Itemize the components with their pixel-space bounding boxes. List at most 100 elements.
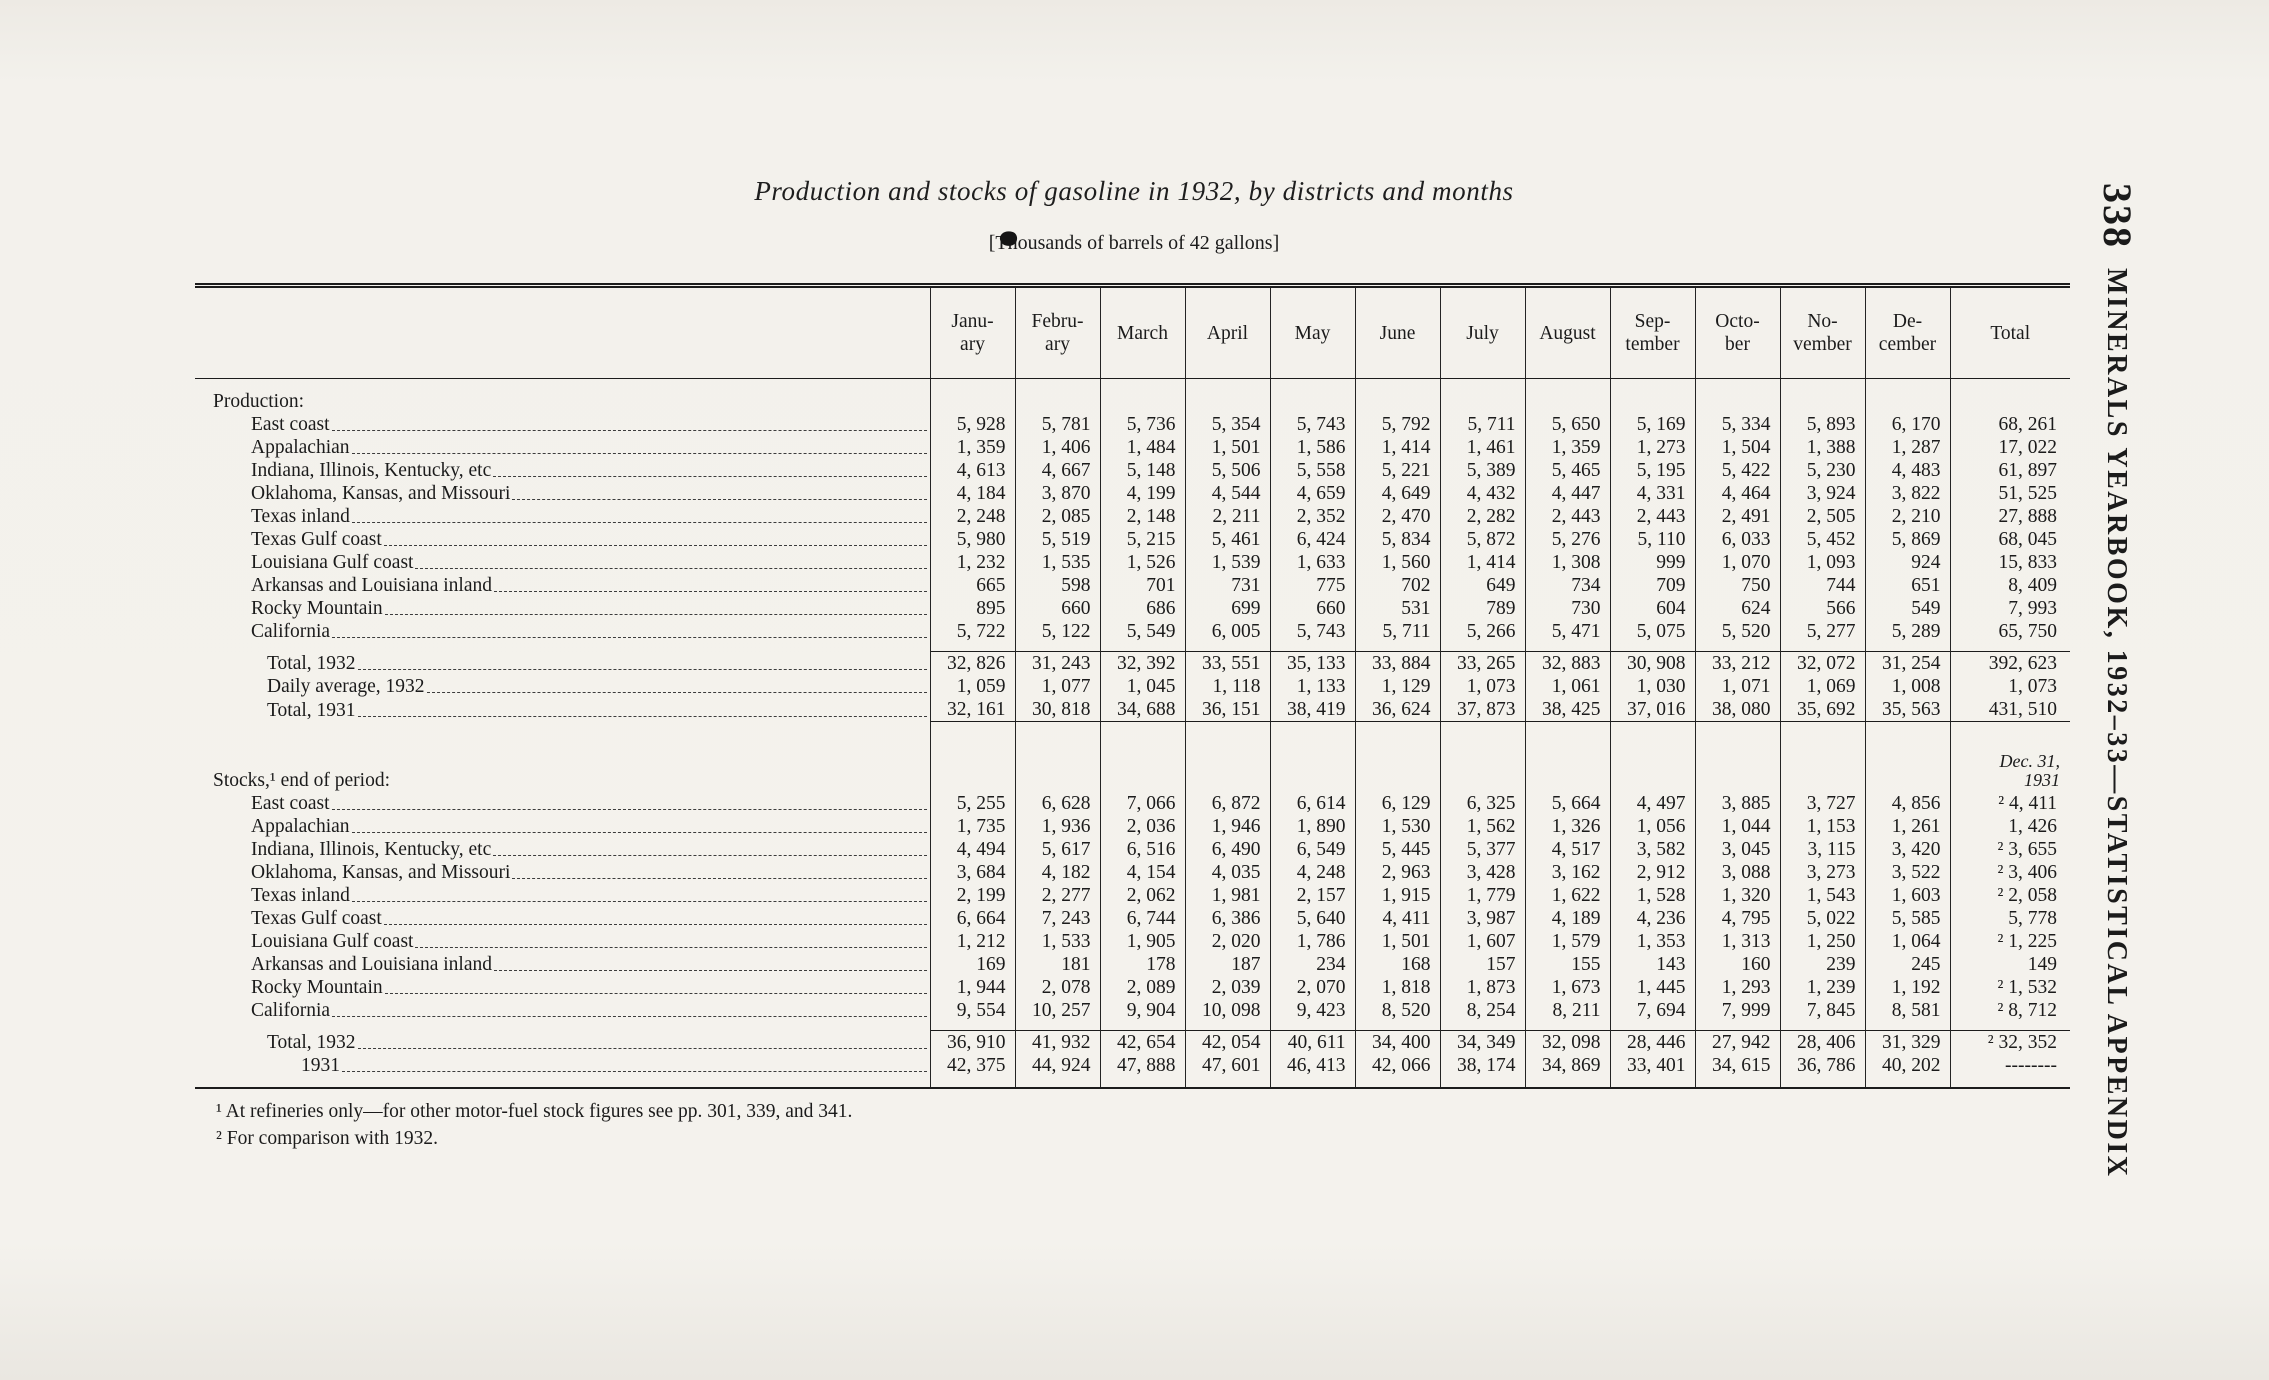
value-cell: 5, 980	[929, 528, 1015, 551]
empty-cell	[929, 378, 1015, 387]
value-cell: 789	[1439, 597, 1525, 620]
dash-leader	[512, 878, 927, 879]
value-cell: 1, 944	[929, 976, 1015, 999]
value-cell: 5, 520	[1694, 620, 1780, 643]
value-cell: 5, 122	[1014, 620, 1100, 643]
column-header: Sep- tember	[1609, 283, 1695, 379]
empty-cell	[1779, 1022, 1865, 1031]
value-cell: 6, 325	[1439, 792, 1525, 815]
row-label-text: Total, 1932	[267, 1032, 356, 1053]
table-row: Texas inland 2, 248 2, 085 2, 148 2, 211 2, 3…	[195, 505, 2070, 528]
row-label: Louisiana Gulf coast	[195, 930, 930, 953]
value-cell: 47, 601	[1184, 1054, 1270, 1077]
row-label	[195, 722, 930, 743]
row-label: Production:	[195, 387, 930, 413]
value-cell: 1, 239	[1779, 976, 1865, 999]
row-label-text: California	[251, 621, 331, 642]
value-cell: 5, 277	[1779, 620, 1865, 643]
total-row: Daily average, 1932 1, 059 1, 077 1, 045 1, …	[195, 675, 2070, 698]
value-cell: 5, 711	[1439, 413, 1525, 436]
row-label	[195, 1022, 930, 1031]
value-cell: 6, 129	[1354, 792, 1440, 815]
table-row	[195, 643, 2070, 652]
empty-cell	[1184, 721, 1270, 742]
value-cell: 5, 389	[1439, 459, 1525, 482]
row-label-text: Louisiana Gulf coast	[251, 552, 414, 573]
dash-leader	[415, 947, 927, 948]
value-cell: 51, 525	[1949, 482, 2070, 505]
empty-cell	[1184, 643, 1270, 652]
value-cell: 8, 254	[1439, 999, 1525, 1022]
row-label: Louisiana Gulf coast	[195, 551, 930, 574]
value-cell: 169	[929, 953, 1015, 976]
value-cell: 5, 640	[1269, 907, 1355, 930]
value-cell: 4, 154	[1099, 861, 1185, 884]
value-cell: 5, 506	[1184, 459, 1270, 482]
value-cell: 30, 818	[1014, 698, 1100, 722]
value-cell: 36, 786	[1779, 1054, 1865, 1077]
dash-leader	[351, 522, 927, 523]
value-cell: 1, 915	[1354, 884, 1440, 907]
table-row: Texas Gulf coast 6, 664 7, 243 6, 744 6, 386…	[195, 907, 2070, 930]
empty-cell	[1099, 1077, 1185, 1089]
value-cell: 36, 910	[929, 1030, 1015, 1054]
value-cell: 143	[1609, 953, 1695, 976]
value-cell: --------	[1949, 1054, 2070, 1077]
empty-cell	[1269, 387, 1355, 413]
empty-cell	[1779, 643, 1865, 652]
footnote-1: ¹ At refineries only—for other motor-fue…	[216, 1101, 853, 1122]
row-label: 1931	[195, 1054, 930, 1077]
value-cell: 2, 963	[1354, 861, 1440, 884]
value-cell: 4, 248	[1269, 861, 1355, 884]
row-label-text: California	[251, 1000, 331, 1021]
empty-cell	[1609, 742, 1695, 792]
empty-cell	[1184, 742, 1270, 792]
value-cell: 178	[1099, 953, 1185, 976]
empty-cell	[1014, 721, 1100, 742]
value-cell: 36, 151	[1184, 698, 1270, 722]
value-cell: 1, 543	[1779, 884, 1865, 907]
value-cell: 6, 170	[1864, 413, 1950, 436]
value-cell: 660	[1269, 597, 1355, 620]
empty-cell	[1439, 643, 1525, 652]
value-cell: 5, 743	[1269, 413, 1355, 436]
value-cell: 35, 133	[1269, 651, 1355, 675]
column-header: Febru- ary	[1014, 283, 1100, 379]
column-header: Janu- ary	[929, 283, 1015, 379]
row-label: California	[195, 999, 930, 1022]
value-cell: ² 1, 532	[1949, 976, 2070, 999]
value-cell: 1, 287	[1864, 436, 1950, 459]
empty-cell	[1609, 643, 1695, 652]
value-cell: 1, 528	[1609, 884, 1695, 907]
value-cell: 1, 320	[1694, 884, 1780, 907]
value-cell: 549	[1864, 597, 1950, 620]
value-cell: 2, 039	[1184, 976, 1270, 999]
value-cell: 36, 624	[1354, 698, 1440, 722]
value-cell: 2, 089	[1099, 976, 1185, 999]
dash-leader	[351, 832, 927, 833]
value-cell: 1, 484	[1099, 436, 1185, 459]
value-cell: 1, 388	[1779, 436, 1865, 459]
value-cell: 624	[1694, 597, 1780, 620]
empty-cell	[1354, 643, 1440, 652]
value-cell: ² 4, 411	[1949, 792, 2070, 815]
empty-cell	[1184, 1022, 1270, 1031]
value-cell: 1, 212	[929, 930, 1015, 953]
empty-cell	[1099, 742, 1185, 792]
value-cell: 1, 250	[1779, 930, 1865, 953]
value-cell: 5, 221	[1354, 459, 1440, 482]
value-cell: 2, 148	[1099, 505, 1185, 528]
value-cell: 999	[1609, 551, 1695, 574]
value-cell: 5, 266	[1439, 620, 1525, 643]
empty-cell	[1439, 742, 1525, 792]
value-cell: 3, 522	[1864, 861, 1950, 884]
value-cell: 5, 743	[1269, 620, 1355, 643]
value-cell: 38, 419	[1269, 698, 1355, 722]
value-cell: 1, 406	[1014, 436, 1100, 459]
value-cell: 4, 856	[1864, 792, 1950, 815]
value-cell: 1, 359	[1524, 436, 1610, 459]
value-cell: 686	[1099, 597, 1185, 620]
empty-cell	[929, 742, 1015, 792]
column-header: Total	[1949, 283, 2070, 379]
value-cell: 4, 667	[1014, 459, 1100, 482]
